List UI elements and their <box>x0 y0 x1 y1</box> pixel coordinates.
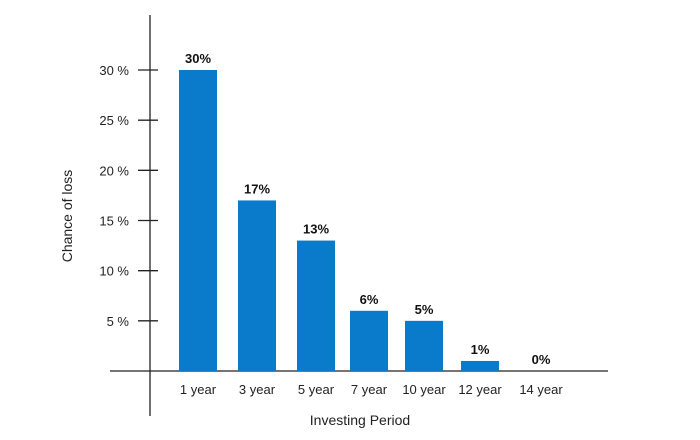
y-tick-label: 30 % <box>99 63 129 78</box>
x-tick-label: 14 year <box>519 382 563 397</box>
bar <box>405 320 443 371</box>
data-label: 0% <box>532 352 551 367</box>
x-tick-label: 12 year <box>458 382 502 397</box>
y-tick-label: 10 % <box>99 264 129 279</box>
data-label: 5% <box>415 302 434 317</box>
data-labels: 30% 17% 13% 6% 5% 1% 0% <box>185 51 551 367</box>
bar <box>350 310 388 371</box>
bar <box>179 70 217 371</box>
y-tick-label: 5 % <box>107 314 130 329</box>
data-label: 30% <box>185 51 211 66</box>
x-tick-label: 10 year <box>402 382 446 397</box>
x-tick-label: 3 year <box>239 382 276 397</box>
data-label: 6% <box>360 292 379 307</box>
bars <box>179 70 499 371</box>
y-tick-label: 25 % <box>99 113 129 128</box>
x-axis-title: Investing Period <box>310 412 410 428</box>
data-label: 1% <box>471 342 490 357</box>
x-tick-label: 5 year <box>298 382 335 397</box>
y-tick-label: 15 % <box>99 214 129 229</box>
x-tick-labels: 1 year 3 year 5 year 7 year 10 year 12 year 14… <box>180 382 563 397</box>
x-tick-label: 7 year <box>351 382 388 397</box>
data-label: 17% <box>244 181 270 196</box>
y-ticks: 5 % 10 % 15 % 20 % 25 % 30 % <box>99 63 158 329</box>
bar <box>297 240 335 371</box>
bar <box>461 360 499 371</box>
x-tick-label: 1 year <box>180 382 217 397</box>
y-axis-title: Chance of loss <box>59 170 75 263</box>
data-label: 13% <box>303 222 329 237</box>
bar <box>238 200 276 371</box>
y-tick-label: 20 % <box>99 163 129 178</box>
